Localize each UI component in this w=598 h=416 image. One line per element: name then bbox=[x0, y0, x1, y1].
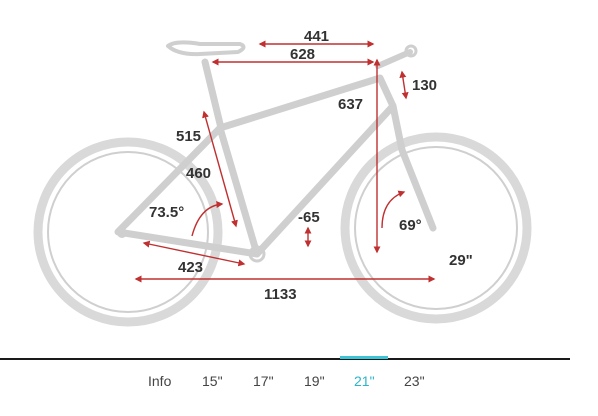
dimension-arrows bbox=[134, 40, 436, 283]
chainstay-label: 423 bbox=[178, 259, 203, 276]
active-tab-indicator bbox=[340, 356, 388, 359]
tab-size-17[interactable]: 17" bbox=[253, 373, 274, 389]
rear-wheel-rim bbox=[47, 151, 209, 313]
tab-size-19[interactable]: 19" bbox=[304, 373, 325, 389]
dimension-labels: 441 628 130 637 515 460 73.5° -65 69° 42… bbox=[149, 28, 473, 303]
rear-wheel-tire bbox=[33, 137, 223, 327]
seat-tube-arrow bbox=[202, 110, 238, 228]
front-fork bbox=[389, 102, 437, 232]
seat-tube-ctc-label: 460 bbox=[186, 165, 211, 182]
front-wheel-tire bbox=[340, 132, 532, 324]
wheelbase-label: 1133 bbox=[264, 286, 297, 303]
top-tube-label: 441 bbox=[304, 28, 329, 45]
bike-silhouette bbox=[33, 40, 532, 327]
size-tab-bar bbox=[0, 358, 570, 360]
head-tube-label: 130 bbox=[412, 77, 437, 94]
seat-angle-arc bbox=[191, 201, 224, 237]
rear-axle bbox=[117, 228, 127, 238]
saddle bbox=[166, 40, 246, 57]
tab-size-23[interactable]: 23" bbox=[404, 373, 425, 389]
size-tabs: Info 15" 17" 19" 21" 23" bbox=[0, 373, 598, 395]
seat-angle-label: 73.5° bbox=[149, 204, 184, 221]
tab-size-21[interactable]: 21" bbox=[354, 373, 375, 389]
tab-size-15[interactable]: 15" bbox=[202, 373, 223, 389]
bottom-bracket bbox=[248, 245, 266, 263]
head-tube-arrow bbox=[399, 70, 409, 100]
head-angle-arc bbox=[381, 190, 406, 229]
effective-top-tube-label: 628 bbox=[290, 46, 315, 63]
wheel-size-label: 29" bbox=[449, 252, 473, 269]
bike-geometry-diagram: 441 628 130 637 515 460 73.5° -65 69° 42… bbox=[33, 28, 532, 327]
handlebar bbox=[404, 44, 418, 58]
head-angle-label: 69° bbox=[399, 217, 422, 234]
chainstay-arrow bbox=[142, 240, 246, 267]
tab-info[interactable]: Info bbox=[148, 373, 172, 389]
seat-tube-label: 515 bbox=[176, 128, 201, 145]
stem bbox=[375, 49, 413, 69]
stack-label: 637 bbox=[338, 96, 363, 113]
bb-drop-label: -65 bbox=[298, 209, 320, 226]
front-wheel-rim bbox=[354, 146, 518, 310]
